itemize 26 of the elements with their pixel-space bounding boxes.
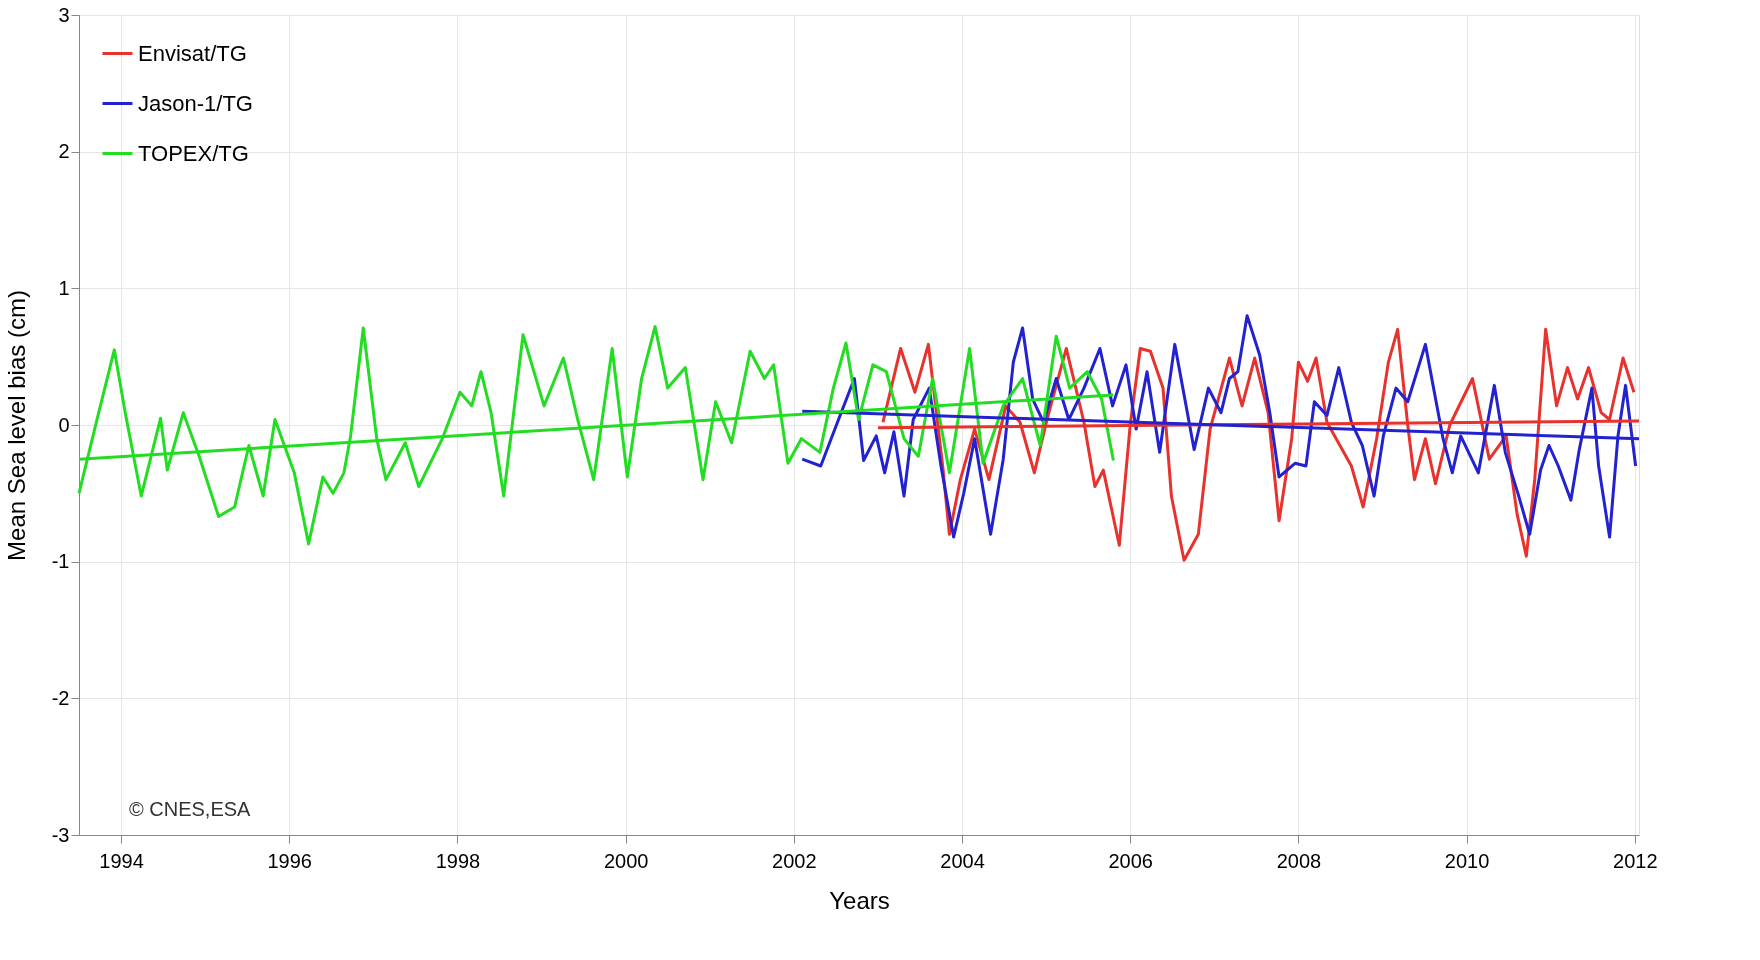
y-axis-title: Mean Sea level bias (cm): [2, 290, 30, 561]
x-tick-label: 2002: [772, 849, 817, 872]
y-tick-label: -2: [51, 686, 70, 709]
legend-label: Envisat/TG: [138, 40, 247, 66]
y-tick-label: 3: [58, 3, 70, 26]
x-tick-label: 2008: [1276, 849, 1322, 872]
y-tick-label: 2: [58, 140, 70, 163]
y-tick-label: 1: [58, 276, 70, 299]
x-tick-label: 2010: [1444, 849, 1490, 872]
annotation: © CNES,ESA: [129, 798, 252, 820]
x-tick-label: 2012: [1613, 849, 1658, 872]
x-tick-label: 2004: [940, 849, 985, 872]
x-tick-label: 1996: [267, 849, 312, 872]
x-axis-title: Years: [829, 886, 890, 914]
y-tick-label: -3: [51, 823, 70, 846]
x-tick-label: 2000: [603, 849, 649, 872]
legend-label: TOPEX/TG: [138, 140, 249, 166]
legend-label: Jason-1/TG: [138, 90, 253, 116]
y-tick-label: 0: [58, 413, 70, 436]
x-tick-label: 1998: [435, 849, 481, 872]
line-series: [800, 314, 1638, 539]
line-series: [881, 327, 1636, 562]
x-tick-label: 2006: [1108, 849, 1153, 872]
x-tick-label: 1994: [99, 849, 144, 872]
y-tick-label: -1: [51, 550, 70, 573]
line-series: [77, 325, 1115, 546]
